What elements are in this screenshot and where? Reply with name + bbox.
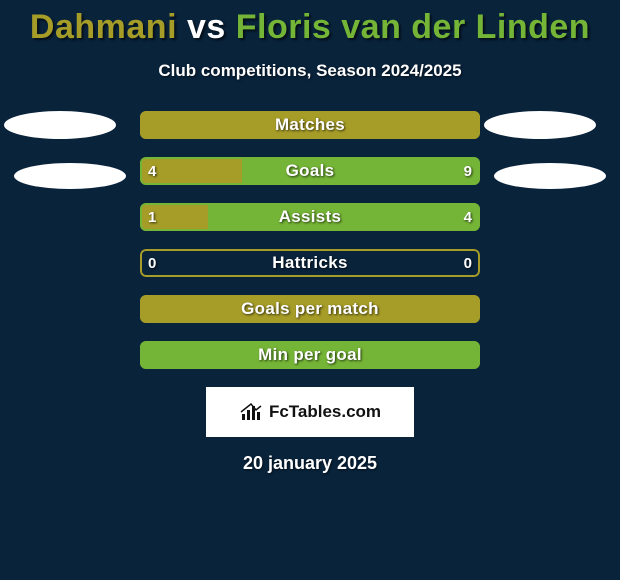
row-label: Assists <box>140 203 480 231</box>
row-label: Goals per match <box>140 295 480 323</box>
player-oval-0 <box>4 111 116 139</box>
player-oval-3 <box>494 163 606 189</box>
player-oval-2 <box>14 163 126 189</box>
stat-row: 49Goals <box>140 157 480 185</box>
row-label: Matches <box>140 111 480 139</box>
stat-row: 14Assists <box>140 203 480 231</box>
player-oval-1 <box>484 111 596 139</box>
comparison-stage: Matches 49Goals 14Assists 00Hattricks Goals … <box>0 111 620 369</box>
row-label: Hattricks <box>140 249 480 277</box>
subtitle: Club competitions, Season 2024/2025 <box>0 61 620 81</box>
brand-box: FcTables.com <box>206 387 414 437</box>
stat-rows: Matches 49Goals 14Assists 00Hattricks Goals … <box>140 111 480 369</box>
stat-row: Matches <box>140 111 480 139</box>
row-label: Min per goal <box>140 341 480 369</box>
date-footer: 20 january 2025 <box>0 453 620 474</box>
row-label: Goals <box>140 157 480 185</box>
stat-row: 00Hattricks <box>140 249 480 277</box>
brand-text: FcTables.com <box>269 402 381 422</box>
stat-row: Min per goal <box>140 341 480 369</box>
chart-icon <box>239 400 263 424</box>
page-title: Dahmani vs Floris van der Linden <box>0 0 620 47</box>
stat-row: Goals per match <box>140 295 480 323</box>
